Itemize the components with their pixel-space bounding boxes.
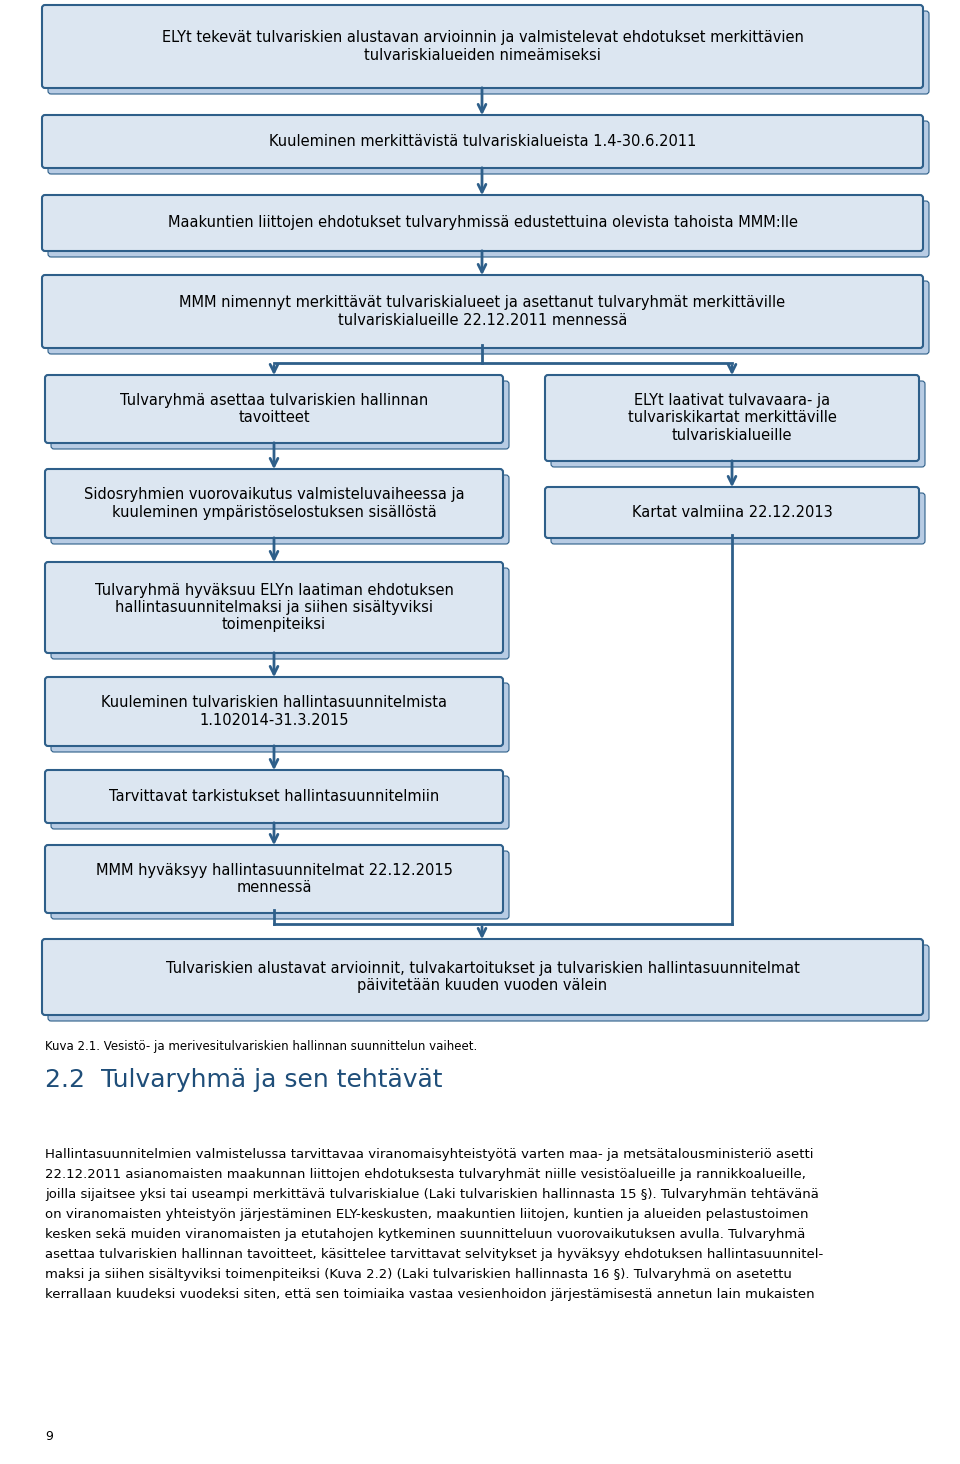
FancyBboxPatch shape [51, 568, 509, 659]
FancyBboxPatch shape [45, 562, 503, 653]
Text: Hallintasuunnitelmien valmistelussa tarvittavaa viranomaisyhteistyötä varten maa: Hallintasuunnitelmien valmistelussa tarv… [45, 1148, 813, 1161]
FancyBboxPatch shape [48, 281, 929, 354]
FancyBboxPatch shape [45, 468, 503, 537]
Text: on viranomaisten yhteistyön järjestäminen ELY-keskusten, maakuntien liitojen, ku: on viranomaisten yhteistyön järjestämine… [45, 1208, 808, 1221]
FancyBboxPatch shape [545, 375, 919, 461]
FancyBboxPatch shape [51, 776, 509, 829]
FancyBboxPatch shape [42, 938, 923, 1015]
FancyBboxPatch shape [51, 851, 509, 919]
FancyBboxPatch shape [42, 116, 923, 168]
FancyBboxPatch shape [48, 12, 929, 94]
Text: Sidosryhmien vuorovaikutus valmisteluvaiheessa ja
kuuleminen ympäristöselostukse: Sidosryhmien vuorovaikutus valmisteluvai… [84, 488, 465, 520]
FancyBboxPatch shape [45, 770, 503, 823]
Text: kerrallaan kuudeksi vuodeksi siten, että sen toimiaika vastaa vesienhoidon järje: kerrallaan kuudeksi vuodeksi siten, että… [45, 1288, 815, 1301]
Text: Kartat valmiina 22.12.2013: Kartat valmiina 22.12.2013 [632, 505, 832, 520]
Text: Maakuntien liittojen ehdotukset tulvaryhmissä edustettuina olevista tahoista MMM: Maakuntien liittojen ehdotukset tulvaryh… [167, 215, 798, 230]
FancyBboxPatch shape [42, 275, 923, 348]
Text: Tulvaryhmä hyväksuu ELYn laatiman ehdotuksen
hallintasuunnitelmaksi ja siihen si: Tulvaryhmä hyväksuu ELYn laatiman ehdotu… [95, 583, 453, 632]
FancyBboxPatch shape [551, 493, 925, 545]
Text: ELYt tekevät tulvariskien alustavan arvioinnin ja valmistelevat ehdotukset merki: ELYt tekevät tulvariskien alustavan arvi… [161, 31, 804, 63]
Text: ELYt laativat tulvavaara- ja
tulvariskikartat merkittäville
tulvariskialueille: ELYt laativat tulvavaara- ja tulvariskik… [628, 394, 836, 444]
FancyBboxPatch shape [551, 381, 925, 467]
Text: 2.2  Tulvaryhmä ja sen tehtävät: 2.2 Tulvaryhmä ja sen tehtävät [45, 1069, 443, 1092]
FancyBboxPatch shape [45, 375, 503, 444]
Text: Kuva 2.1. Vesistö- ja merivesitulvariskien hallinnan suunnittelun vaiheet.: Kuva 2.1. Vesistö- ja merivesitulvariski… [45, 1039, 477, 1053]
Text: joilla sijaitsee yksi tai useampi merkittävä tulvariskialue (Laki tulvariskien h: joilla sijaitsee yksi tai useampi merkit… [45, 1187, 819, 1200]
Text: Tulvariskien alustavat arvioinnit, tulvakartoitukset ja tulvariskien hallintasuu: Tulvariskien alustavat arvioinnit, tulva… [165, 960, 800, 993]
FancyBboxPatch shape [42, 195, 923, 250]
FancyBboxPatch shape [51, 684, 509, 752]
Text: asettaa tulvariskien hallinnan tavoitteet, käsittelee tarvittavat selvitykset ja: asettaa tulvariskien hallinnan tavoittee… [45, 1247, 824, 1261]
FancyBboxPatch shape [45, 845, 503, 914]
Text: Tulvaryhmä asettaa tulvariskien hallinnan
tavoitteet: Tulvaryhmä asettaa tulvariskien hallinna… [120, 392, 428, 425]
Text: Tarvittavat tarkistukset hallintasuunnitelmiin: Tarvittavat tarkistukset hallintasuunnit… [108, 789, 439, 804]
FancyBboxPatch shape [48, 201, 929, 258]
Text: 22.12.2011 asianomaisten maakunnan liittojen ehdotuksesta tulvaryhmät niille ves: 22.12.2011 asianomaisten maakunnan liitt… [45, 1168, 805, 1181]
FancyBboxPatch shape [51, 474, 509, 545]
Text: Kuuleminen tulvariskien hallintasuunnitelmista
1.102014-31.3.2015: Kuuleminen tulvariskien hallintasuunnite… [101, 695, 447, 728]
Text: kesken sekä muiden viranomaisten ja etutahojen kytkeminen suunnitteluun vuorovai: kesken sekä muiden viranomaisten ja etut… [45, 1228, 805, 1241]
FancyBboxPatch shape [45, 676, 503, 747]
FancyBboxPatch shape [42, 4, 923, 88]
Text: 9: 9 [45, 1430, 53, 1444]
Text: maksi ja siihen sisältyviksi toimenpiteiksi (Kuva 2.2) (Laki tulvariskien hallin: maksi ja siihen sisältyviksi toimenpitei… [45, 1268, 792, 1281]
FancyBboxPatch shape [48, 122, 929, 174]
Text: Kuuleminen merkittävistä tulvariskialueista 1.4-30.6.2011: Kuuleminen merkittävistä tulvariskialuei… [269, 135, 696, 149]
Text: MMM nimennyt merkittävät tulvariskialueet ja asettanut tulvaryhmät merkittäville: MMM nimennyt merkittävät tulvariskialuee… [180, 296, 785, 328]
FancyBboxPatch shape [48, 944, 929, 1020]
Text: MMM hyväksyy hallintasuunnitelmat 22.12.2015
mennessä: MMM hyväksyy hallintasuunnitelmat 22.12.… [96, 862, 452, 895]
FancyBboxPatch shape [51, 381, 509, 449]
FancyBboxPatch shape [545, 488, 919, 537]
